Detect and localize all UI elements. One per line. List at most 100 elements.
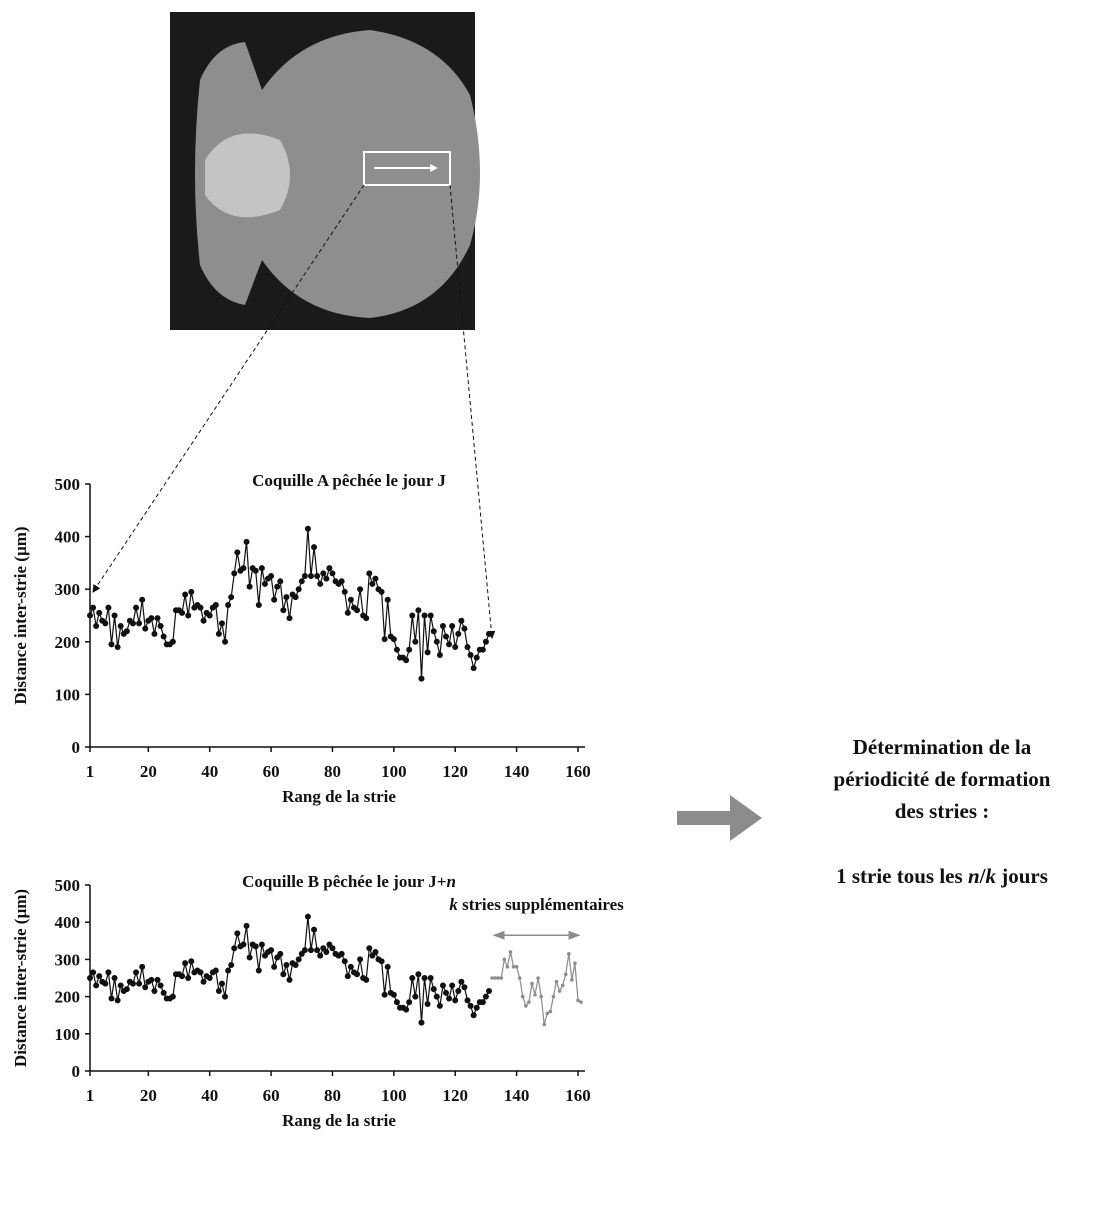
data-point (292, 961, 299, 968)
data-point (542, 1022, 547, 1027)
data-point (357, 586, 364, 593)
x-tick-label: 80 (324, 1086, 341, 1105)
data-point (372, 575, 379, 582)
data-point (317, 952, 324, 959)
data-point (105, 969, 112, 976)
text-part: k (985, 864, 996, 888)
data-point (378, 958, 385, 965)
y-tick-label: 300 (55, 580, 81, 599)
data-point (530, 981, 534, 986)
data-point (449, 982, 456, 989)
data-point (354, 607, 361, 614)
data-point (458, 617, 465, 624)
data-point (430, 986, 437, 993)
y-tick-label: 500 (55, 475, 81, 494)
data-point (304, 525, 311, 532)
text-part: / (979, 864, 987, 888)
data-point (111, 975, 118, 981)
data-point (105, 604, 112, 611)
data-point (188, 958, 195, 965)
data-point (433, 638, 440, 645)
data-point (576, 998, 580, 1003)
data-point (96, 973, 103, 980)
data-point (212, 601, 219, 608)
data-point (467, 651, 474, 658)
data-point (479, 646, 486, 653)
data-point (363, 976, 370, 983)
data-point (470, 665, 477, 672)
data-point (320, 570, 327, 577)
data-point (326, 565, 333, 572)
data-point (514, 965, 519, 969)
x-tick-label: 120 (442, 1086, 468, 1105)
data-point (424, 649, 431, 656)
data-point (527, 1000, 531, 1004)
data-point (139, 963, 146, 970)
data-point (329, 570, 336, 577)
data-point (93, 982, 100, 989)
data-point (329, 945, 336, 952)
data-point (129, 980, 136, 987)
data-point (123, 986, 130, 993)
data-point (188, 588, 195, 595)
data-point (317, 580, 324, 587)
data-point (409, 975, 416, 981)
data-point (114, 644, 121, 651)
data-point (142, 625, 149, 632)
annotation: k stries supplémentaires (449, 895, 624, 914)
data-point (366, 945, 373, 952)
y-tick-label: 0 (72, 738, 81, 757)
data-point (443, 633, 450, 640)
data-point (323, 948, 330, 955)
y-axis-label: Distance inter-strie (µm) (11, 889, 30, 1067)
data-point (418, 675, 425, 682)
data-point (151, 988, 158, 995)
data-point (508, 950, 513, 954)
y-tick-label: 400 (55, 913, 81, 932)
shell-photo (170, 12, 480, 330)
data-point (390, 636, 397, 643)
data-point (314, 573, 321, 580)
data-point (566, 952, 571, 956)
data-point (452, 644, 459, 651)
data-point (323, 575, 330, 582)
data-point (560, 983, 565, 988)
data-point (261, 580, 268, 587)
data-point (381, 991, 388, 998)
data-point (157, 623, 164, 630)
data-point (160, 633, 167, 640)
data-point (154, 615, 161, 622)
data-point (502, 957, 507, 962)
data-point (117, 623, 124, 630)
data-point (169, 993, 176, 1000)
data-point (369, 580, 376, 587)
data-point (301, 573, 308, 580)
data-point (482, 993, 489, 1000)
data-point (311, 926, 318, 933)
data-point (148, 615, 155, 622)
data-point (458, 978, 465, 985)
data-point (548, 1009, 553, 1014)
data-point (461, 625, 468, 632)
data-point (517, 976, 522, 980)
data-point (563, 972, 568, 977)
data-point (277, 950, 284, 957)
data-point (271, 963, 278, 970)
y-tick-label: 200 (55, 633, 81, 652)
data-point (295, 586, 302, 593)
data-point (446, 995, 453, 1002)
data-point (243, 922, 250, 929)
conclusion: Détermination de la périodicité de format… (834, 735, 1051, 888)
data-point (111, 612, 118, 619)
text-part: Coquille A pêchée le jour J (252, 471, 446, 490)
data-point (197, 604, 204, 611)
data-point (280, 607, 287, 614)
conclusion-line: Détermination de la (853, 735, 1032, 759)
dashed-arrow (92, 184, 365, 593)
data-point (511, 965, 516, 969)
data-point (258, 565, 265, 572)
data-point (357, 956, 364, 963)
text-part: k (449, 895, 458, 914)
x-tick-label: 40 (201, 1086, 218, 1105)
y-tick-label: 300 (55, 950, 81, 969)
